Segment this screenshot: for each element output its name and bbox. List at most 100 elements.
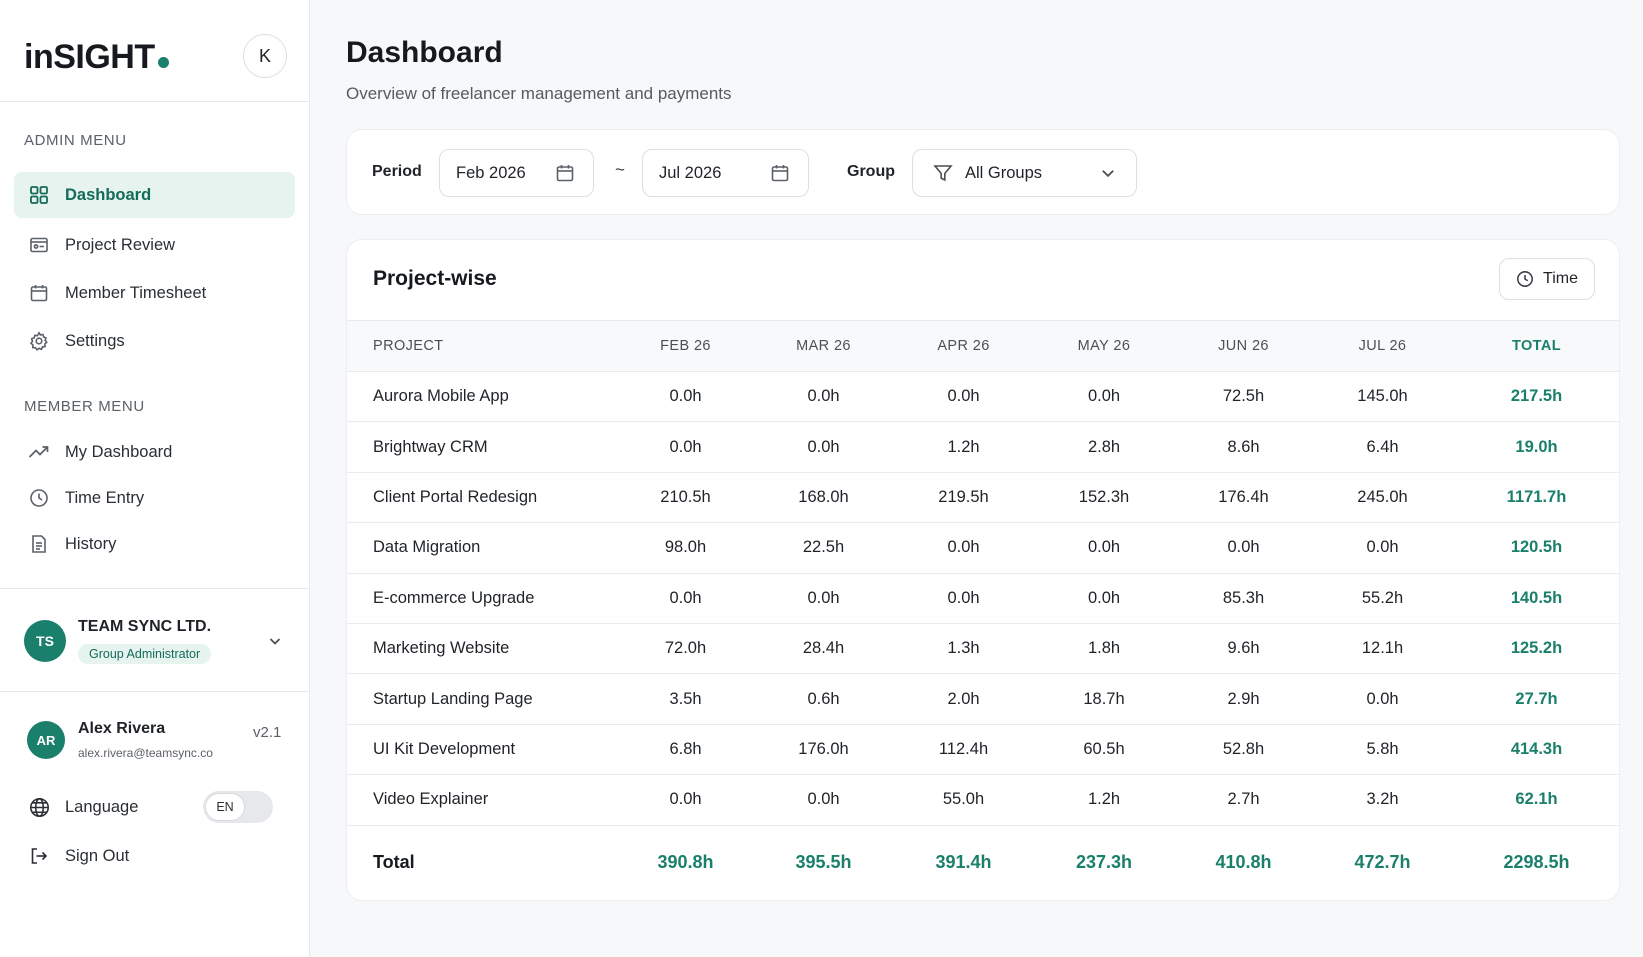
sidebar-item-time-entry[interactable]: Time Entry <box>14 475 295 521</box>
user-profile[interactable]: AR Alex Rivera alex.rivera@teamsync.co v… <box>24 718 294 766</box>
sidebar-item-member-timesheet[interactable]: Member Timesheet <box>14 270 295 316</box>
chevron-down-icon[interactable] <box>268 634 282 653</box>
page-subtitle: Overview of freelancer management and pa… <box>346 84 732 103</box>
column-header[interactable]: FEB 26 <box>660 338 711 354</box>
table-row[interactable]: Startup Landing Page 3.5h 0.6h 2.0h 18.7h 2.9… <box>347 674 1619 725</box>
org-avatar: TS <box>24 620 66 662</box>
org-switcher[interactable]: TS TEAM SYNC LTD. Group Administrator <box>24 618 294 670</box>
table-row[interactable]: Video Explainer 0.0h 0.0h 55.0h 1.2h 2.7h 3.2h… <box>347 775 1619 826</box>
hours-cell: 22.5h <box>802 538 845 557</box>
project-name-cell: Startup Landing Page <box>373 689 533 708</box>
project-name-cell: UI Kit Development <box>373 739 516 758</box>
language-label: Language <box>65 797 139 816</box>
hours-cell: 55.2h <box>1361 588 1404 607</box>
table-row[interactable]: Brightway CRM 0.0h 0.0h 1.2h 2.8h 8.6h 6.4h 19.… <box>347 422 1619 473</box>
sign-out-icon <box>28 845 50 867</box>
column-header[interactable]: TOTAL <box>1512 338 1561 354</box>
row-total-cell: 27.7h <box>1515 689 1558 708</box>
filter-icon <box>933 163 953 183</box>
calendar-icon <box>555 163 575 188</box>
hours-cell: 6.4h <box>1366 437 1399 456</box>
grid-icon <box>28 184 50 206</box>
column-header[interactable]: JUL 26 <box>1358 338 1407 354</box>
total-cell: 391.4h <box>935 851 992 872</box>
logo-dot <box>157 57 169 68</box>
column-header[interactable]: MAR 26 <box>796 338 851 354</box>
hours-cell: 85.3h <box>1222 588 1265 607</box>
sidebar-item-label: My Dashboard <box>65 442 173 461</box>
hours-cell: 0.0h <box>669 387 702 406</box>
period-label: Period <box>372 163 422 180</box>
sidebar-item-my-dashboard[interactable]: My Dashboard <box>14 429 295 475</box>
hours-cell: 28.4h <box>802 639 845 658</box>
hours-cell: 1.3h <box>947 639 980 658</box>
row-total-cell: 62.1h <box>1515 790 1558 809</box>
hours-cell: 152.3h <box>1078 487 1130 506</box>
language-toggle[interactable]: EN <box>203 791 273 823</box>
hours-cell: 210.5h <box>660 487 711 506</box>
row-total-cell: 217.5h <box>1510 387 1563 406</box>
workspace-switch-button[interactable]: K <box>243 34 287 78</box>
hours-cell: 0.0h <box>807 437 840 456</box>
user-email: alex.rivera@teamsync.co <box>78 746 213 760</box>
table-row[interactable]: E-commerce Upgrade 0.0h 0.0h 0.0h 0.0h 85.3h 5… <box>347 573 1619 624</box>
sidebar-item-project-review[interactable]: Project Review <box>14 222 295 268</box>
period-start-value: Feb 2026 <box>456 163 526 182</box>
hours-cell: 0.0h <box>947 588 980 607</box>
page-title: Dashboard <box>346 36 503 69</box>
project-name-cell: Aurora Mobile App <box>373 387 509 406</box>
sidebar-item-history[interactable]: History <box>14 521 295 567</box>
table-row[interactable]: Aurora Mobile App 0.0h 0.0h 0.0h 0.0h 72.5h 14… <box>347 372 1619 422</box>
project-name-cell: Client Portal Redesign <box>373 487 538 506</box>
column-header[interactable]: JUN 26 <box>1218 338 1269 354</box>
hours-cell: 176.0h <box>798 739 849 758</box>
sign-out-label: Sign Out <box>65 846 130 865</box>
sidebar-item-label: Settings <box>65 331 125 350</box>
hours-cell: 5.8h <box>1366 739 1399 758</box>
hours-cell: 112.4h <box>938 739 989 758</box>
row-total-cell: 19.0h <box>1515 437 1558 456</box>
hours-cell: 0.0h <box>669 437 702 456</box>
hours-cell: 2.7h <box>1227 790 1260 809</box>
hours-cell: 60.5h <box>1083 739 1125 758</box>
sidebar-item-dashboard[interactable]: Dashboard <box>14 172 295 218</box>
hours-cell: 2.9h <box>1227 689 1260 708</box>
filter-bar: Period Feb 2026 ~ Jul 2026 Group All Gro… <box>346 129 1620 215</box>
table-header-row: PROJECT FEB 26 MAR 26 APR 26 MAY 26 JUN … <box>347 320 1619 372</box>
column-header[interactable]: APR 26 <box>937 338 990 354</box>
hours-cell: 145.0h <box>1357 387 1408 406</box>
hours-cell: 2.0h <box>947 689 980 708</box>
total-cell: 410.8h <box>1215 851 1272 872</box>
app-logo[interactable]: inSIGHT <box>24 38 169 77</box>
project-table: PROJECT FEB 26 MAR 26 APR 26 MAY 26 JUN … <box>347 320 1619 899</box>
period-end-input[interactable]: Jul 2026 <box>642 149 809 197</box>
total-cell: 472.7h <box>1354 851 1411 872</box>
sidebar-item-settings[interactable]: Settings <box>14 318 295 364</box>
total-cell: 395.5h <box>795 851 852 872</box>
table-row[interactable]: Data Migration 98.0h 22.5h 0.0h 0.0h 0.0h 0.0h… <box>347 523 1619 574</box>
table-row[interactable]: Marketing Website 72.0h 28.4h 1.3h 1.8h 9.6h 1… <box>347 623 1619 674</box>
hours-cell: 0.0h <box>1087 588 1121 607</box>
project-wise-card: Project-wise Time PROJECT FEB 26 MAR 26 … <box>346 239 1620 901</box>
column-header[interactable]: MAY 26 <box>1077 338 1131 354</box>
app-version: v2.1 <box>253 724 282 741</box>
hours-cell: 3.5h <box>669 689 702 708</box>
time-toggle-button[interactable]: Time <box>1499 258 1595 300</box>
hours-cell: 1.2h <box>1087 790 1121 809</box>
hours-cell: 0.0h <box>1366 689 1399 708</box>
group-label: Group <box>847 163 895 180</box>
hours-cell: 55.0h <box>942 790 985 809</box>
sign-out-button[interactable]: Sign Out <box>28 845 129 867</box>
hours-cell: 72.5h <box>1222 387 1265 406</box>
sidebar-item-label: Project Review <box>65 235 176 254</box>
hours-cell: 12.1h <box>1361 639 1404 658</box>
hours-cell: 245.0h <box>1357 487 1408 506</box>
group-select[interactable]: All Groups <box>912 149 1137 197</box>
hours-cell: 18.7h <box>1083 689 1125 708</box>
column-header[interactable]: PROJECT <box>373 338 444 354</box>
member-menu-title: MEMBER MENU <box>24 398 145 415</box>
table-row[interactable]: Client Portal Redesign 210.5h 168.0h 219.5h… <box>347 472 1619 523</box>
table-row[interactable]: UI Kit Development 6.8h 176.0h 112.4h 60.5h 5… <box>347 724 1619 775</box>
period-start-input[interactable]: Feb 2026 <box>439 149 594 197</box>
total-cell: 390.8h <box>657 851 714 872</box>
